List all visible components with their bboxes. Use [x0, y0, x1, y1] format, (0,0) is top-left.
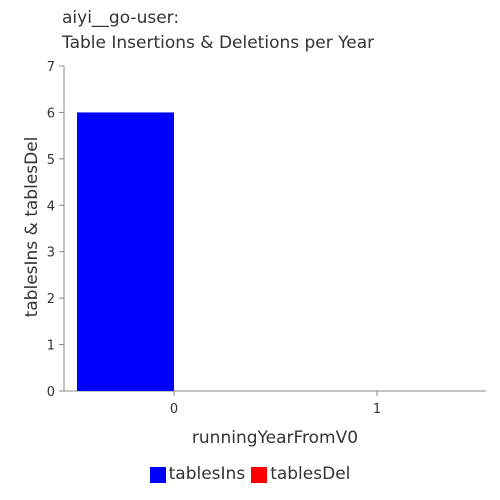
- legend-label: tablesDel: [270, 464, 351, 484]
- y-tick-label: 2: [47, 292, 55, 307]
- legend-swatch: [149, 466, 166, 483]
- chart-legend: tablesIns tablesDel: [0, 466, 500, 483]
- x-axis-title: runningYearFromV0: [192, 428, 358, 448]
- y-tick-label: 4: [47, 199, 55, 214]
- y-axis-title: tablesIns & tablesDel: [22, 137, 42, 318]
- y-tick-label: 1: [47, 339, 55, 354]
- bar-tablesIns-0: [77, 112, 174, 391]
- legend-label: tablesIns: [168, 464, 246, 484]
- legend-item-tablesIns: tablesIns: [149, 464, 246, 484]
- legend-swatch: [251, 466, 268, 483]
- chart-title-line-2: Table Insertions & Deletions per Year: [62, 33, 375, 53]
- y-tick-label: 3: [47, 246, 55, 261]
- y-tick-label: 7: [47, 60, 55, 75]
- chart-title-line-1: aiyi__go-user:: [62, 8, 180, 28]
- x-tick-label: 0: [170, 402, 178, 417]
- y-tick-label: 5: [47, 153, 55, 168]
- x-tick-label: 1: [373, 402, 381, 417]
- y-tick-label: 6: [47, 106, 55, 121]
- y-tick-label: 0: [47, 385, 55, 400]
- legend-item-tablesDel: tablesDel: [251, 466, 350, 483]
